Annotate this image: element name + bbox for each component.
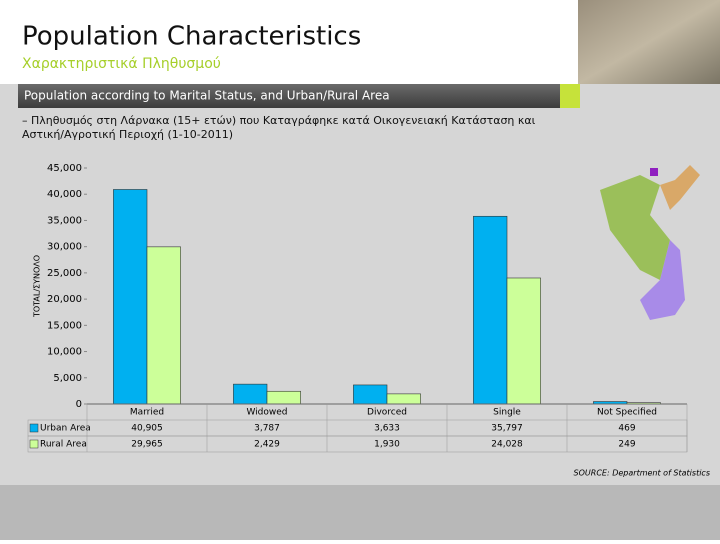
chart: TOTAL/ΣΥΝΟΛΟ 0 5,000 10,000 15,000 20,000 25,0… [27,163,710,478]
table-value: 40,905 [131,424,163,434]
x-tick-label: Married [130,408,164,418]
y-tick-label: 10,000 [47,347,82,358]
y-tick-label: 0 [76,399,82,410]
bar [386,393,421,405]
banner-text: Population according to Marital Status, … [24,89,390,103]
title: Population Characteristics [22,22,361,52]
x-tick-label: Single [493,408,521,418]
y-tick-label: 30,000 [47,242,82,253]
x-tick-label: Not Specified [597,408,657,418]
table-value: 3,633 [374,424,400,434]
y-tick-label: 5,000 [53,373,82,384]
table-value: 3,787 [254,424,280,434]
y-axis-title: TOTAL/ΣΥΝΟΛΟ [33,255,42,318]
map-region [650,168,658,176]
legend-key [29,423,39,433]
bar [233,383,268,405]
y-tick-label: 45,000 [47,163,82,174]
bar [353,384,388,405]
map-region [640,240,685,320]
legend-key [29,439,39,449]
y-tick-label: 35,000 [47,215,82,226]
table-value: 249 [618,440,635,450]
x-tick-label: Divorced [367,408,407,418]
table-value: 469 [618,424,635,434]
banner [18,84,580,108]
map-region [600,175,670,280]
banner-accent [560,84,580,108]
photo [578,0,720,84]
subtitle: Χαρακτηριστικά Πληθυσμού [22,56,221,72]
table-value: 29,965 [131,440,163,450]
legend-label: Urban Area [40,424,91,434]
map-region [660,165,700,210]
bar [506,277,541,405]
description: – Πληθυσμός στη Λάρνακα (15+ ετών) που Κ… [22,114,536,141]
footer-bg [0,485,720,540]
bar [266,390,301,405]
description-box: – Πληθυσμός στη Λάρνακα (15+ ετών) που Κ… [22,114,536,141]
x-tick-label: Widowed [246,408,287,418]
bar [113,189,148,405]
y-tick-label: 40,000 [47,189,82,200]
legend-label: Rural Area [40,440,87,450]
table-value: 1,930 [374,440,400,450]
y-tick-label: 25,000 [47,268,82,279]
bar [473,215,508,405]
map [600,165,700,320]
y-tick-label: 15,000 [47,320,82,331]
y-tick-label: 20,000 [47,294,82,305]
source: SOURCE: Department of Statistics [574,469,710,478]
table-value: 35,797 [491,424,523,434]
table-value: 24,028 [491,440,523,450]
table-value: 2,429 [254,440,280,450]
bar [146,246,181,405]
